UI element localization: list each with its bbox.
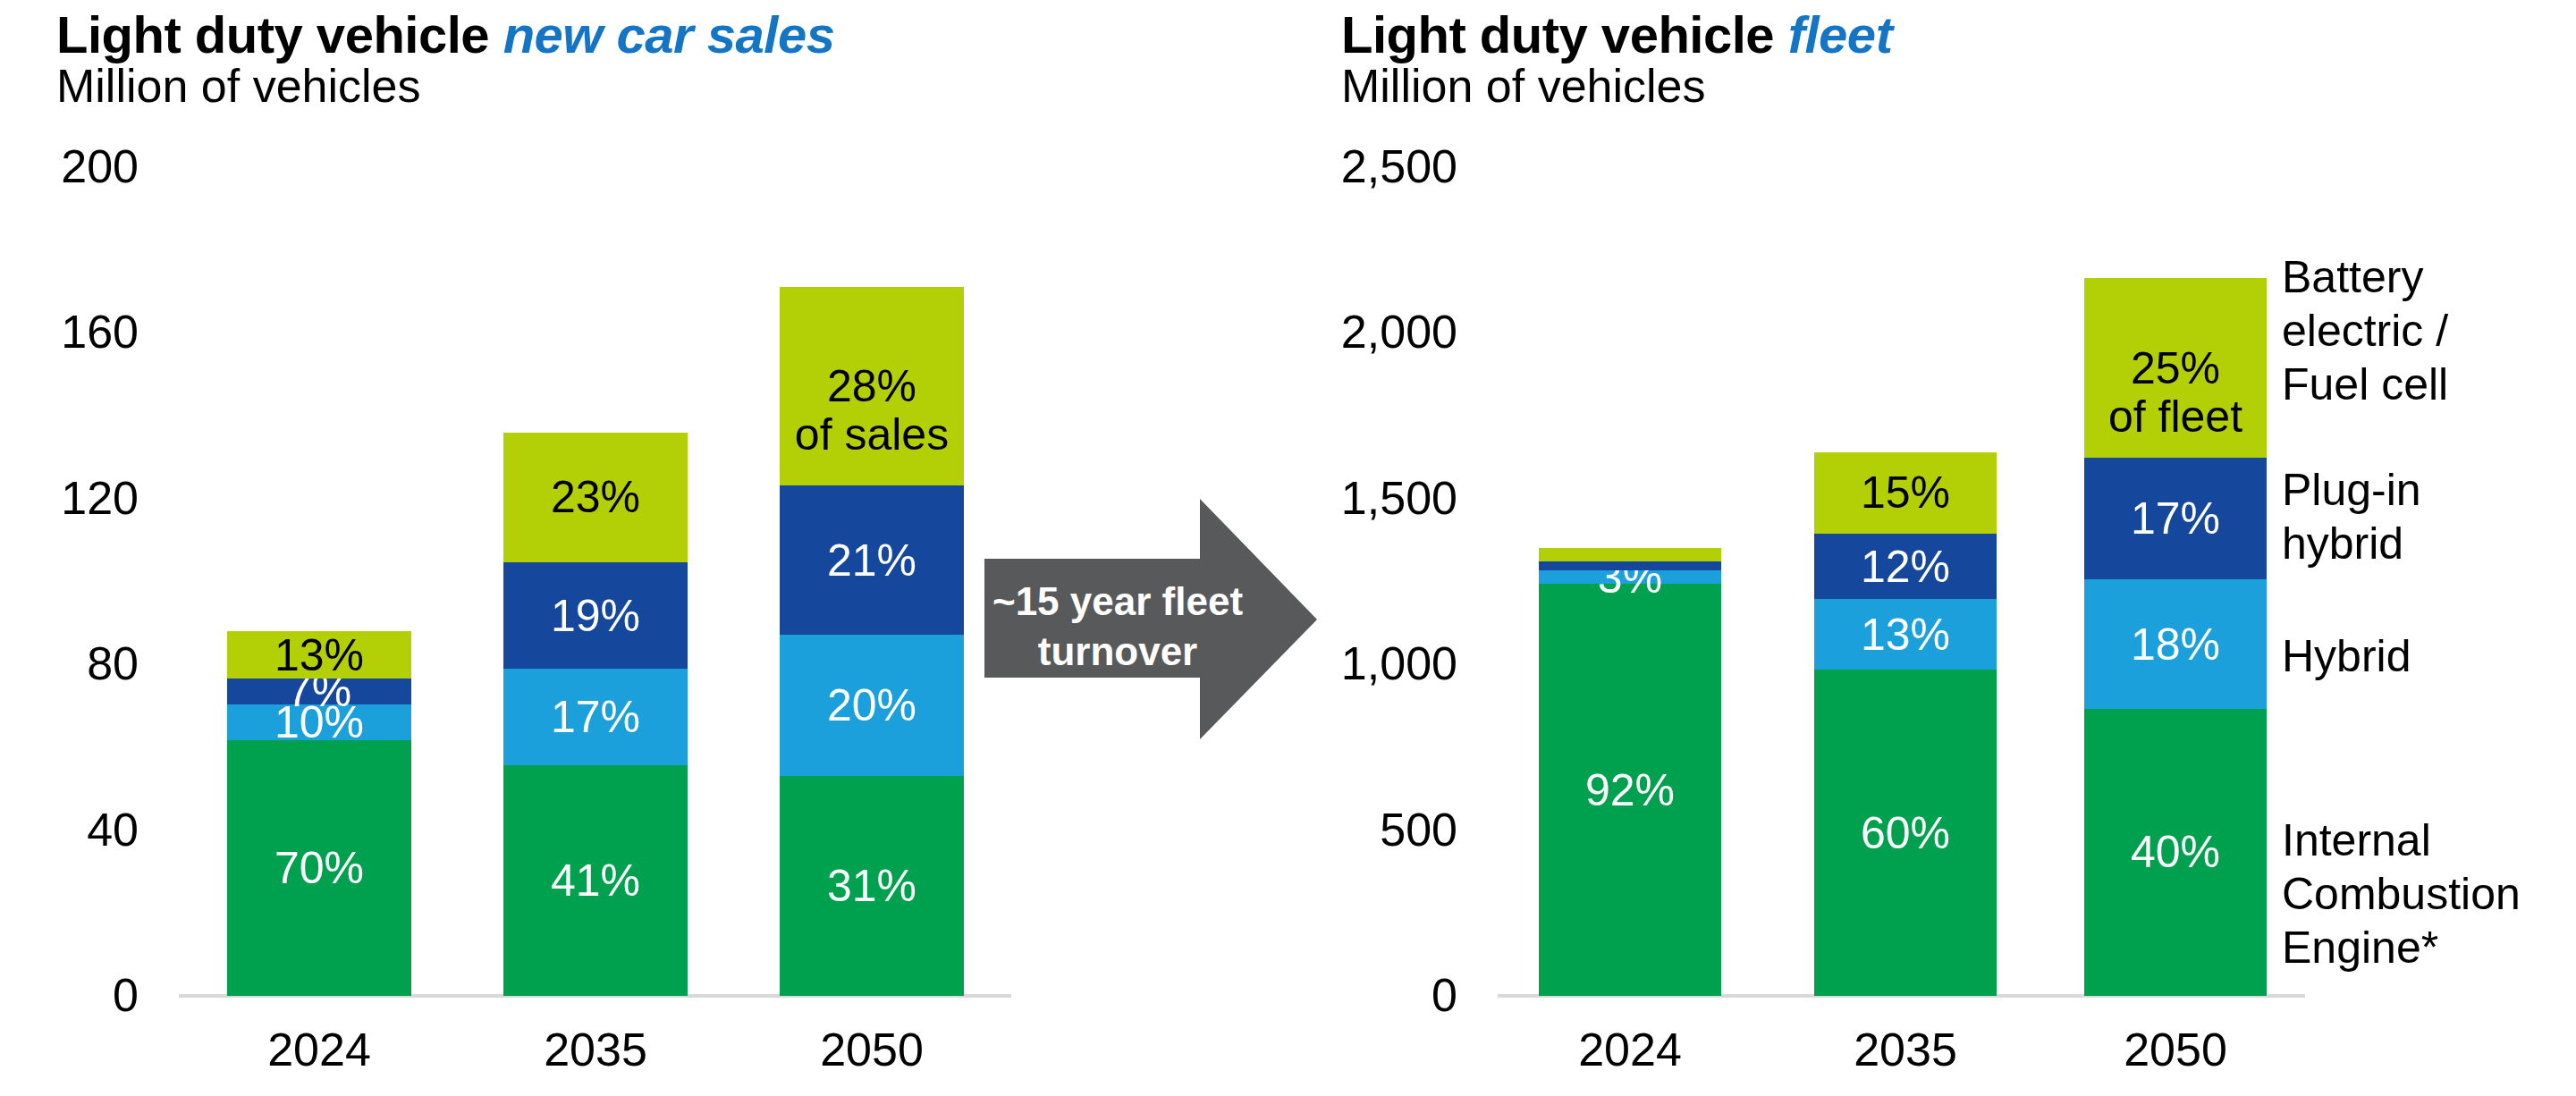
y-axis-tick-label: 2,000 [1243, 308, 1457, 355]
bar-segment-label: 17% [503, 693, 688, 741]
bar-segment-bev [1539, 548, 1721, 561]
x-axis-label: 2050 [2068, 1026, 2283, 1073]
legend-item-hybrid: Hybrid [2282, 629, 2411, 683]
x-axis-label: 2050 [764, 1026, 979, 1073]
bar-segment-label: 60% [1814, 809, 1997, 857]
legend-item-internal-combustion-engine: Internal Combustion Engine* [2282, 814, 2521, 974]
bar-segment-label: 41% [503, 856, 688, 905]
x-axis-label: 2024 [212, 1026, 427, 1073]
y-axis-tick-label: 160 [0, 308, 139, 355]
chart-subtitle-fleet: Million of vehicles [1341, 59, 1706, 113]
legend-label: electric / [2282, 304, 2448, 358]
legend-label: Engine* [2282, 921, 2521, 974]
bar-segment-label: 40% [2084, 828, 2267, 876]
arrow-label-line1: ~15 year fleet [988, 577, 1247, 627]
legend-label: Fuel cell [2282, 358, 2448, 411]
chart-title-accent: new car sales [503, 5, 835, 63]
bar-segment-label: 28%of sales [780, 362, 964, 459]
legend-label: Combustion [2282, 867, 2521, 921]
bar-segment-label: 13% [227, 631, 411, 679]
bar-segment-label: 20% [780, 681, 964, 729]
y-axis-tick-label: 40 [0, 806, 139, 853]
bar-segment-label: 13% [1814, 611, 1997, 659]
bar-segment-label: 12% [1814, 543, 1997, 591]
bar-segment-label: 70% [227, 844, 411, 892]
bar-segment-phev [1539, 561, 1721, 570]
legend-label: Plug-in [2282, 463, 2421, 517]
y-axis-tick-label: 120 [0, 475, 139, 521]
bar-segment-label: 15% [1814, 468, 1997, 517]
y-axis-tick-label: 1,500 [1243, 475, 1457, 521]
y-axis-tick-label: 80 [0, 640, 139, 687]
legend-label: Hybrid [2282, 629, 2411, 683]
x-axis-label: 2024 [1523, 1026, 1737, 1073]
y-axis-tick-label: 2,500 [1243, 143, 1457, 190]
legend-item-plug-in-hybrid: Plug-in hybrid [2282, 463, 2421, 570]
y-axis-tick-label: 0 [0, 972, 139, 1018]
y-axis-tick-label: 200 [0, 143, 139, 190]
arrow-label: ~15 year fleet turnover [988, 577, 1247, 677]
x-axis-label: 2035 [488, 1026, 703, 1073]
chart-title-fleet: Light duty vehicle fleet [1341, 4, 1892, 64]
bar-segment-label: 17% [2084, 494, 2267, 543]
legend-label: Battery [2282, 250, 2448, 304]
y-axis-tick-label: 0 [1243, 972, 1457, 1018]
chart-title-accent: fleet [1788, 5, 1893, 63]
legend-label: Internal [2282, 814, 2521, 867]
legend-label: hybrid [2282, 517, 2421, 570]
chart-title-main: Light duty vehicle [56, 5, 489, 63]
chart-title-new-car-sales: Light duty vehicle new car sales [56, 4, 834, 64]
arrow-label-line2: turnover [988, 627, 1247, 677]
bar-segment-label: 92% [1539, 766, 1721, 814]
x-axis-label: 2035 [1798, 1026, 2013, 1073]
bar-segment-label: 31% [780, 862, 964, 910]
bar-segment-label: 25%of fleet [2084, 344, 2267, 441]
y-axis-tick-label: 500 [1243, 806, 1457, 853]
y-axis-tick-label: 1,000 [1243, 640, 1457, 687]
bar-segment-label: 19% [503, 592, 688, 640]
bar-segment-label: 23% [503, 473, 688, 521]
bar-segment-label: 21% [780, 536, 964, 585]
bar-segment-label: 18% [2084, 620, 2267, 669]
legend-item-battery-electric-fuel-cell: Battery electric / Fuel cell [2282, 250, 2448, 411]
chart-subtitle-new-car-sales: Million of vehicles [56, 59, 421, 113]
slide-canvas: ~15 year fleet turnover Light duty vehic… [0, 0, 2576, 1096]
chart-title-main: Light duty vehicle [1341, 5, 1774, 63]
